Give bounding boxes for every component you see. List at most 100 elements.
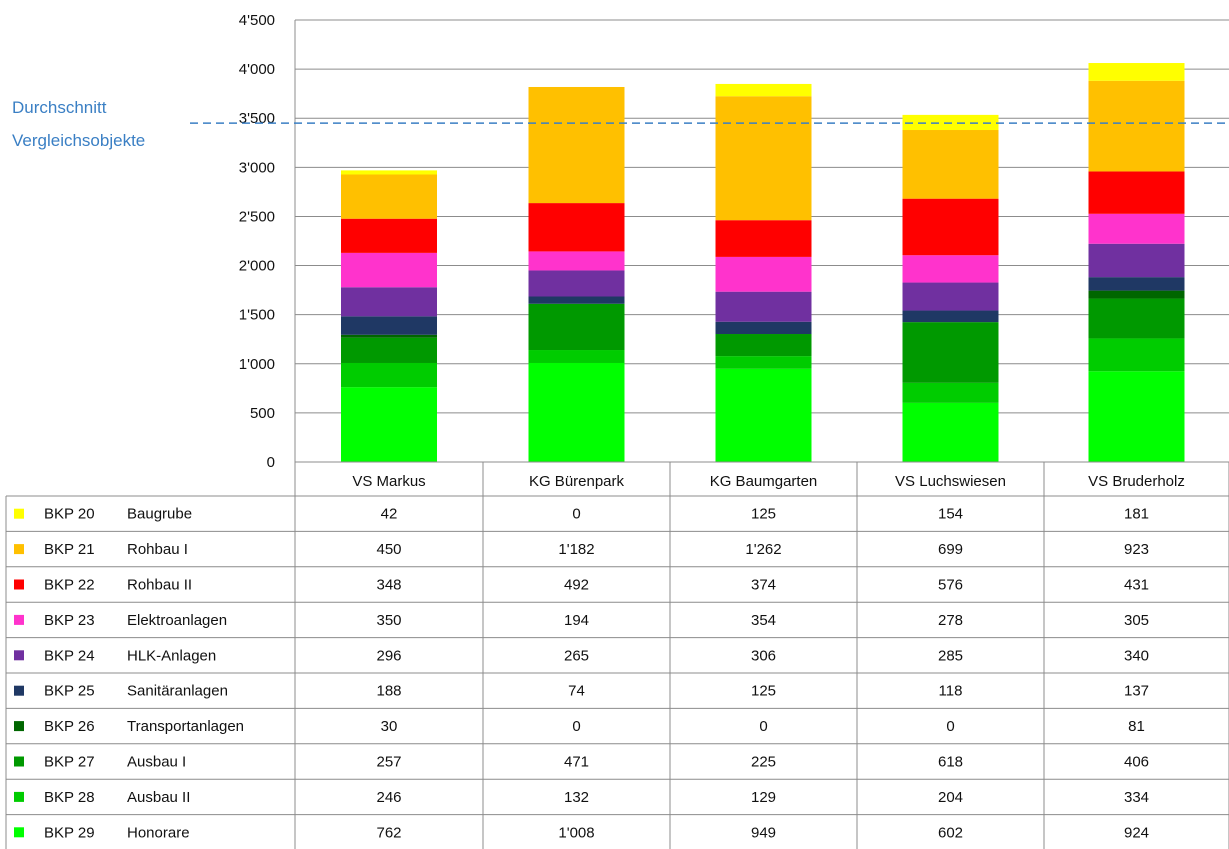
table-cell-value: 0	[946, 718, 954, 735]
legend-swatch	[14, 827, 24, 838]
table-cell-value: 246	[376, 789, 401, 806]
legend-swatch	[14, 614, 24, 625]
table-cell-value: 30	[381, 718, 398, 735]
legend-code: BKP 27	[44, 754, 95, 771]
bar-segment	[528, 270, 625, 297]
table-cell-value: 225	[751, 754, 776, 771]
table-cell-value: 81	[1128, 718, 1145, 735]
table-cell-value: 265	[564, 647, 589, 664]
bar-segment	[715, 220, 812, 257]
bar-segment	[1088, 371, 1185, 462]
bar-segment	[341, 334, 437, 338]
average-line-group: Durchschnitt Vergleichsobjekte	[12, 98, 1229, 150]
bar-segment	[528, 296, 625, 304]
bar-segment	[902, 322, 999, 383]
bar-segment	[1088, 277, 1185, 291]
bar-segment	[341, 387, 437, 462]
bar-segment	[715, 334, 812, 357]
bar-segment	[341, 174, 437, 219]
bar-segment	[341, 170, 437, 175]
y-tick-label: 0	[267, 454, 275, 471]
table-cell-value: 602	[938, 824, 963, 841]
bar-segment	[1088, 171, 1185, 214]
bars	[341, 63, 1185, 462]
bar-segment	[528, 251, 625, 271]
table-cell-value: 1'182	[558, 541, 594, 558]
table-cell-value: 431	[1124, 577, 1149, 594]
bar-segment	[528, 303, 625, 351]
bar-segment	[528, 86, 625, 204]
table-cell-value: 0	[572, 718, 580, 735]
legend-name: Baugrube	[127, 506, 192, 523]
table-cell-value: 374	[751, 577, 776, 594]
bar-segment	[1088, 243, 1185, 278]
legend-name: Sanitäranlagen	[127, 683, 228, 700]
table-cell-value: 924	[1124, 824, 1149, 841]
legend-code: BKP 20	[44, 506, 95, 523]
table-cell-value: 257	[376, 754, 401, 771]
legend-swatch	[14, 791, 24, 802]
bar-segment	[1088, 213, 1185, 244]
bar-segment	[1088, 80, 1185, 172]
y-tick-label: 3'000	[239, 159, 275, 176]
table-cell-value: 0	[759, 718, 767, 735]
table-cell-value: 74	[568, 683, 585, 700]
legend-code: BKP 21	[44, 541, 95, 558]
legend-swatch	[14, 508, 24, 519]
bar-segment	[715, 356, 812, 369]
legend-code: BKP 24	[44, 647, 95, 664]
legend-name: Elektroanlagen	[127, 612, 227, 629]
bar-segment	[1088, 298, 1185, 339]
data-table: VS Markus KG Bürenpark KG Baumgarten VS Luc…	[5, 461, 1229, 849]
legend-swatch	[14, 544, 24, 555]
category-label: KG Bürenpark	[529, 473, 625, 490]
table-cell-value: 492	[564, 577, 589, 594]
table-cell-value: 348	[376, 577, 401, 594]
bar-segment	[341, 316, 437, 335]
y-tick-label: 2'500	[239, 208, 275, 225]
legend-code: BKP 22	[44, 577, 95, 594]
table-cell-value: 285	[938, 647, 963, 664]
bar-segment	[902, 310, 999, 323]
average-label-line-1: Durchschnitt	[12, 98, 107, 117]
table-cell-value: 42	[381, 506, 398, 523]
table-cell-value: 0	[572, 506, 580, 523]
bar-segment	[715, 256, 812, 292]
y-axis-tick-labels: 0 500 1'000 1'500 2'000 2'500 3'000 3'500 4'000 4…	[239, 12, 275, 471]
table-cell-value: 471	[564, 754, 589, 771]
bar-segment	[528, 362, 625, 462]
legend-name: HLK-Anlagen	[127, 647, 216, 664]
bar-segment	[528, 203, 625, 252]
table-cell-value: 296	[376, 647, 401, 664]
legend-code: BKP 28	[44, 789, 95, 806]
bar-segment	[902, 255, 999, 283]
category-label: VS Luchswiesen	[895, 473, 1006, 490]
y-tick-label: 3'500	[239, 110, 275, 127]
legend-name: Transportanlagen	[127, 718, 244, 735]
table-cell-value: 125	[751, 506, 776, 523]
table-cell-value: 137	[1124, 683, 1149, 700]
table-cell-value: 194	[564, 612, 589, 629]
table-cell-value: 188	[376, 683, 401, 700]
table-cell-value: 618	[938, 754, 963, 771]
table-cell-value: 350	[376, 612, 401, 629]
bar-segment	[902, 402, 999, 462]
category-label: VS Markus	[352, 473, 425, 490]
legend-code: BKP 23	[44, 612, 95, 629]
table-cell-value: 340	[1124, 647, 1149, 664]
table-cell-value: 181	[1124, 506, 1149, 523]
table-cell-value: 699	[938, 541, 963, 558]
table-cell-value: 305	[1124, 612, 1149, 629]
bar-segment	[715, 83, 812, 97]
table-cell-value: 576	[938, 577, 963, 594]
bar-segment	[715, 291, 812, 322]
legend-code: BKP 25	[44, 683, 95, 700]
y-tick-label: 1'500	[239, 307, 275, 324]
bar-segment	[902, 282, 999, 311]
average-label-line-2: Vergleichsobjekte	[12, 131, 145, 150]
y-tick-label: 4'000	[239, 61, 275, 78]
legend-swatch	[14, 579, 24, 590]
table-cell-value: 923	[1124, 541, 1149, 558]
y-tick-label: 1'000	[239, 356, 275, 373]
